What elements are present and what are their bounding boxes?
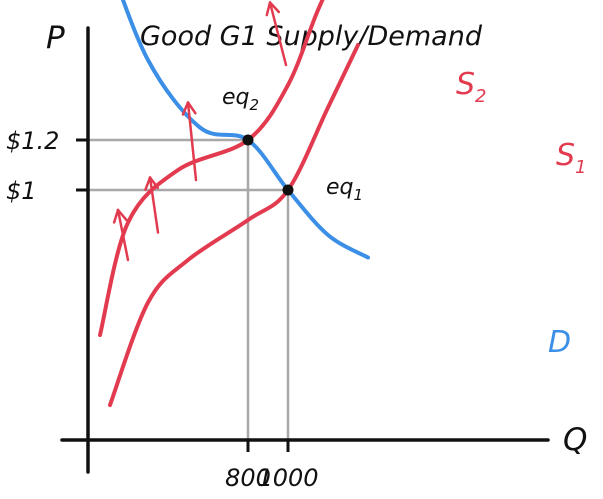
shift-arrow-head-0-1 (116, 208, 128, 222)
shift-arrow-shaft-1 (148, 176, 160, 234)
x-axis-label: Q (563, 422, 587, 458)
y-axis-label: P (46, 20, 65, 56)
x-tick-label-1: 1000 (257, 464, 318, 492)
shift-arrow-head-2-1 (186, 101, 197, 115)
curve-label-d: D (548, 325, 571, 360)
equilibrium-point-eq1 (282, 184, 294, 196)
shift-arrow-head-3-1 (268, 1, 281, 14)
shift-arrow-shaft-2 (186, 101, 198, 182)
shift-arrow-head-2-0 (181, 101, 190, 116)
shift-arrow-head-3-0 (265, 1, 272, 17)
y-tick-label-1: $1 (6, 177, 37, 205)
shift-arrow-3 (265, 1, 288, 67)
shift-arrow-shaft-3 (268, 1, 288, 67)
shift-arrow-1 (144, 176, 160, 234)
shift-arrow-shaft-0 (116, 208, 130, 262)
y-tick-label-0: $1.2 (6, 127, 59, 155)
curve-d (120, 0, 370, 260)
equilibrium-label-eq1: eq1 (326, 175, 363, 204)
shift-arrow-2 (181, 101, 198, 182)
equilibrium-label-eq2: eq2 (222, 85, 259, 114)
curve-label-s1: S1 (556, 138, 587, 178)
curve-s1 (108, 43, 360, 407)
shift-arrow-head-1-0 (144, 176, 152, 191)
shift-arrow-head-1-1 (148, 176, 160, 190)
equilibrium-point-eq2 (242, 134, 254, 146)
shift-arrow-0 (112, 208, 130, 262)
shift-arrow-head-0-0 (112, 208, 120, 224)
curve-label-s2: S2 (456, 67, 487, 107)
x-tick-label-0: 800 (225, 464, 271, 492)
